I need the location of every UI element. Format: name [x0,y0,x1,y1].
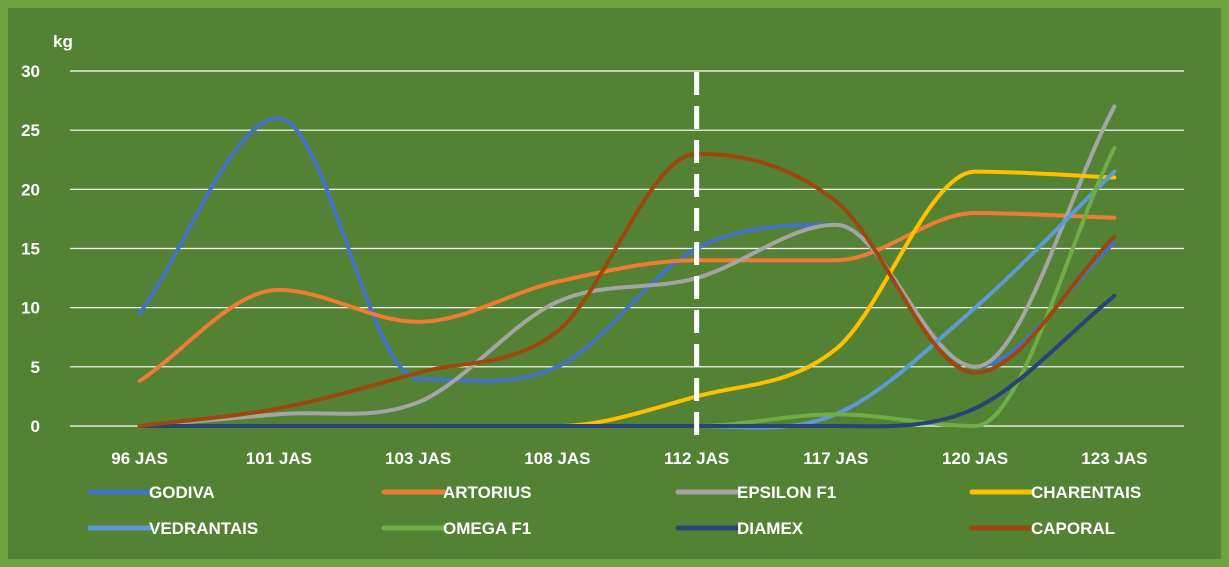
legend-item-caporal: CAPORAL [969,519,1115,538]
series-line-godiva [137,116,1117,383]
x-tick-label: 117 JAS [803,449,868,468]
series-line-diamex [137,293,1117,429]
line-chart: kg 0 5 10 15 20 25 30 96 JAS 101 JAS 103 JAS 108 … [21,32,1184,538]
x-tick-label: 103 JAS [385,449,451,468]
legend-label: ARTORIUS [443,483,531,502]
legend-label: CHARENTAIS [1031,483,1141,502]
legend-label: OMEGA F1 [443,519,531,538]
legend-item-charentais: CHARENTAIS [969,483,1141,502]
gridlines [70,70,1184,427]
chart-area: kg 0 5 10 15 20 25 30 96 JAS 101 JAS 103 JAS 108 … [8,8,1221,559]
x-tick-label: 108 JAS [524,449,590,468]
x-tick-label: 96 JAS [111,449,168,468]
x-tick-label: 101 JAS [246,449,312,468]
x-tick-label: 123 JAS [1081,449,1147,468]
legend-label: VEDRANTAIS [149,519,258,538]
x-tick-label: 120 JAS [942,449,1008,468]
legend-item-omega-f1: OMEGA F1 [381,519,531,538]
y-tick-label: 15 [21,240,40,259]
legend-item-vedrantais: VEDRANTAIS [87,519,258,538]
legend-item-artorius: ARTORIUS [381,483,531,502]
y-tick-label: 30 [21,62,40,81]
y-axis-ticks: 0 5 10 15 20 25 30 [21,62,40,436]
legend-label: DIAMEX [737,519,804,538]
x-axis-ticks: 96 JAS 101 JAS 103 JAS 108 JAS 112 JAS 117 JA… [111,449,1147,468]
series-line-vedrantais [137,169,1117,430]
legend-label: GODIVA [149,483,215,502]
series-lines [137,104,1117,430]
legend-item-epsilon-f1: EPSILON F1 [675,483,836,502]
y-axis-unit-label: kg [53,32,73,51]
legend-label: EPSILON F1 [737,483,836,502]
legend-item-diamex: DIAMEX [675,519,804,538]
legend: GODIVA ARTORIUS EPSILON F1 CHARENTAIS VEDRAN… [87,483,1141,538]
y-tick-label: 20 [21,180,40,199]
legend-item-godiva: GODIVA [87,483,215,502]
y-tick-label: 10 [21,299,40,318]
y-tick-label: 25 [21,121,40,140]
series-line-epsilon-f1 [137,104,1117,428]
series-line-artorius [137,211,1117,383]
x-tick-label: 112 JAS [664,449,729,468]
series-line-charentais [137,169,1117,429]
series-line-caporal [137,151,1117,428]
y-tick-label: 0 [31,417,40,436]
y-tick-label: 5 [31,358,40,377]
legend-label: CAPORAL [1031,519,1115,538]
